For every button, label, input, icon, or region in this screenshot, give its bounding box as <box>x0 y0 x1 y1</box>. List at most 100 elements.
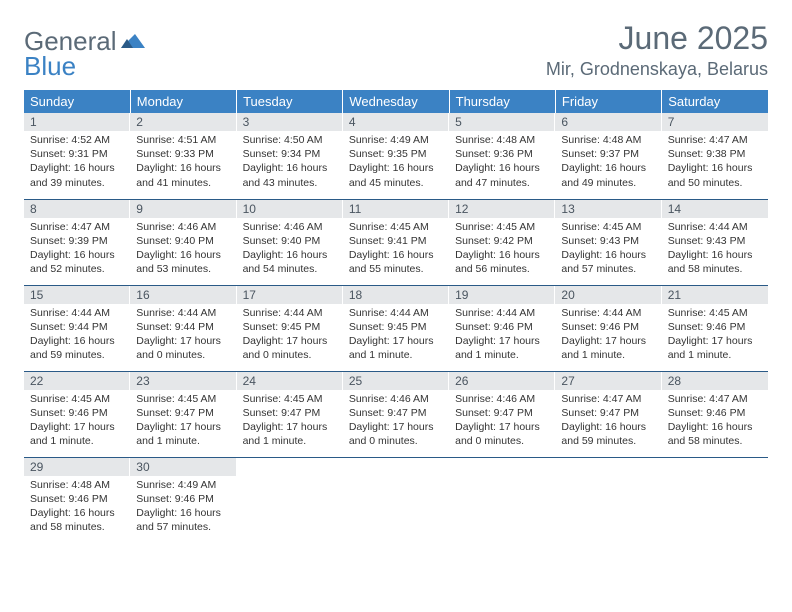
calendar-cell: 27Sunrise: 4:47 AMSunset: 9:47 PMDayligh… <box>555 371 661 457</box>
title-block: June 2025 Mir, Grodnenskaya, Belarus <box>546 20 768 80</box>
day-number: 23 <box>130 372 236 390</box>
day-number: 7 <box>662 113 768 131</box>
month-title: June 2025 <box>546 20 768 57</box>
calendar-cell <box>662 457 768 543</box>
day-number: 21 <box>662 286 768 304</box>
logo-icon <box>121 26 147 57</box>
day-number: 26 <box>449 372 555 390</box>
day-body: Sunrise: 4:51 AMSunset: 9:33 PMDaylight:… <box>130 131 236 194</box>
calendar-cell: 28Sunrise: 4:47 AMSunset: 9:46 PMDayligh… <box>662 371 768 457</box>
calendar-cell: 3Sunrise: 4:50 AMSunset: 9:34 PMDaylight… <box>237 113 343 199</box>
calendar-body: 1Sunrise: 4:52 AMSunset: 9:31 PMDaylight… <box>24 113 768 543</box>
day-number <box>449 458 555 476</box>
dayhdr-tue: Tuesday <box>237 90 343 113</box>
day-number: 18 <box>343 286 449 304</box>
calendar-cell: 1Sunrise: 4:52 AMSunset: 9:31 PMDaylight… <box>24 113 130 199</box>
day-body: Sunrise: 4:44 AMSunset: 9:46 PMDaylight:… <box>555 304 661 367</box>
day-body: Sunrise: 4:46 AMSunset: 9:47 PMDaylight:… <box>449 390 555 453</box>
day-number: 6 <box>555 113 661 131</box>
day-number: 24 <box>237 372 343 390</box>
day-body: Sunrise: 4:48 AMSunset: 9:46 PMDaylight:… <box>24 476 130 539</box>
calendar-cell: 10Sunrise: 4:46 AMSunset: 9:40 PMDayligh… <box>237 199 343 285</box>
calendar-cell: 12Sunrise: 4:45 AMSunset: 9:42 PMDayligh… <box>449 199 555 285</box>
day-body: Sunrise: 4:49 AMSunset: 9:35 PMDaylight:… <box>343 131 449 194</box>
calendar-row: 29Sunrise: 4:48 AMSunset: 9:46 PMDayligh… <box>24 457 768 543</box>
calendar-table: Sunday Monday Tuesday Wednesday Thursday… <box>24 90 768 543</box>
header: GeneralBlue June 2025 Mir, Grodnenskaya,… <box>24 20 768 82</box>
day-number: 5 <box>449 113 555 131</box>
calendar-cell: 6Sunrise: 4:48 AMSunset: 9:37 PMDaylight… <box>555 113 661 199</box>
day-body: Sunrise: 4:44 AMSunset: 9:44 PMDaylight:… <box>130 304 236 367</box>
dayhdr-wed: Wednesday <box>343 90 449 113</box>
day-body: Sunrise: 4:47 AMSunset: 9:46 PMDaylight:… <box>662 390 768 453</box>
dayhdr-thu: Thursday <box>449 90 555 113</box>
calendar-cell: 23Sunrise: 4:45 AMSunset: 9:47 PMDayligh… <box>130 371 236 457</box>
day-body: Sunrise: 4:45 AMSunset: 9:47 PMDaylight:… <box>237 390 343 453</box>
calendar-cell: 26Sunrise: 4:46 AMSunset: 9:47 PMDayligh… <box>449 371 555 457</box>
day-number: 15 <box>24 286 130 304</box>
calendar-cell: 21Sunrise: 4:45 AMSunset: 9:46 PMDayligh… <box>662 285 768 371</box>
calendar-cell: 4Sunrise: 4:49 AMSunset: 9:35 PMDaylight… <box>343 113 449 199</box>
day-body: Sunrise: 4:49 AMSunset: 9:46 PMDaylight:… <box>130 476 236 539</box>
day-number: 2 <box>130 113 236 131</box>
logo: GeneralBlue <box>24 20 147 82</box>
calendar-row: 8Sunrise: 4:47 AMSunset: 9:39 PMDaylight… <box>24 199 768 285</box>
day-body: Sunrise: 4:50 AMSunset: 9:34 PMDaylight:… <box>237 131 343 194</box>
day-number <box>662 458 768 476</box>
dayhdr-sun: Sunday <box>24 90 130 113</box>
day-number <box>555 458 661 476</box>
day-number: 27 <box>555 372 661 390</box>
day-body: Sunrise: 4:46 AMSunset: 9:47 PMDaylight:… <box>343 390 449 453</box>
day-number: 1 <box>24 113 130 131</box>
day-number: 14 <box>662 200 768 218</box>
day-number <box>237 458 343 476</box>
day-number <box>343 458 449 476</box>
day-number: 10 <box>237 200 343 218</box>
day-body: Sunrise: 4:45 AMSunset: 9:46 PMDaylight:… <box>662 304 768 367</box>
calendar-cell <box>343 457 449 543</box>
calendar-cell: 13Sunrise: 4:45 AMSunset: 9:43 PMDayligh… <box>555 199 661 285</box>
calendar-cell: 8Sunrise: 4:47 AMSunset: 9:39 PMDaylight… <box>24 199 130 285</box>
calendar-cell: 5Sunrise: 4:48 AMSunset: 9:36 PMDaylight… <box>449 113 555 199</box>
day-body: Sunrise: 4:52 AMSunset: 9:31 PMDaylight:… <box>24 131 130 194</box>
day-body: Sunrise: 4:45 AMSunset: 9:41 PMDaylight:… <box>343 218 449 281</box>
day-body: Sunrise: 4:45 AMSunset: 9:42 PMDaylight:… <box>449 218 555 281</box>
day-number: 13 <box>555 200 661 218</box>
calendar-cell: 18Sunrise: 4:44 AMSunset: 9:45 PMDayligh… <box>343 285 449 371</box>
calendar-cell: 14Sunrise: 4:44 AMSunset: 9:43 PMDayligh… <box>662 199 768 285</box>
calendar-cell: 20Sunrise: 4:44 AMSunset: 9:46 PMDayligh… <box>555 285 661 371</box>
day-body: Sunrise: 4:47 AMSunset: 9:38 PMDaylight:… <box>662 131 768 194</box>
day-number: 28 <box>662 372 768 390</box>
day-number: 30 <box>130 458 236 476</box>
day-body: Sunrise: 4:48 AMSunset: 9:36 PMDaylight:… <box>449 131 555 194</box>
day-body: Sunrise: 4:47 AMSunset: 9:47 PMDaylight:… <box>555 390 661 453</box>
day-body: Sunrise: 4:44 AMSunset: 9:45 PMDaylight:… <box>343 304 449 367</box>
day-number: 9 <box>130 200 236 218</box>
day-body: Sunrise: 4:47 AMSunset: 9:39 PMDaylight:… <box>24 218 130 281</box>
calendar-cell: 19Sunrise: 4:44 AMSunset: 9:46 PMDayligh… <box>449 285 555 371</box>
dayhdr-fri: Friday <box>555 90 661 113</box>
calendar-cell: 22Sunrise: 4:45 AMSunset: 9:46 PMDayligh… <box>24 371 130 457</box>
day-body: Sunrise: 4:44 AMSunset: 9:45 PMDaylight:… <box>237 304 343 367</box>
day-number: 3 <box>237 113 343 131</box>
day-number: 19 <box>449 286 555 304</box>
day-number: 8 <box>24 200 130 218</box>
calendar-cell: 30Sunrise: 4:49 AMSunset: 9:46 PMDayligh… <box>130 457 236 543</box>
calendar-cell <box>449 457 555 543</box>
day-body: Sunrise: 4:46 AMSunset: 9:40 PMDaylight:… <box>130 218 236 281</box>
day-number: 4 <box>343 113 449 131</box>
day-number: 12 <box>449 200 555 218</box>
day-number: 22 <box>24 372 130 390</box>
calendar-cell: 24Sunrise: 4:45 AMSunset: 9:47 PMDayligh… <box>237 371 343 457</box>
calendar-cell: 29Sunrise: 4:48 AMSunset: 9:46 PMDayligh… <box>24 457 130 543</box>
calendar-head: Sunday Monday Tuesday Wednesday Thursday… <box>24 90 768 113</box>
calendar-cell: 15Sunrise: 4:44 AMSunset: 9:44 PMDayligh… <box>24 285 130 371</box>
day-body: Sunrise: 4:44 AMSunset: 9:46 PMDaylight:… <box>449 304 555 367</box>
day-number: 29 <box>24 458 130 476</box>
calendar-cell: 17Sunrise: 4:44 AMSunset: 9:45 PMDayligh… <box>237 285 343 371</box>
day-number: 25 <box>343 372 449 390</box>
day-number: 17 <box>237 286 343 304</box>
calendar-cell <box>555 457 661 543</box>
day-body: Sunrise: 4:45 AMSunset: 9:43 PMDaylight:… <box>555 218 661 281</box>
location: Mir, Grodnenskaya, Belarus <box>546 59 768 80</box>
